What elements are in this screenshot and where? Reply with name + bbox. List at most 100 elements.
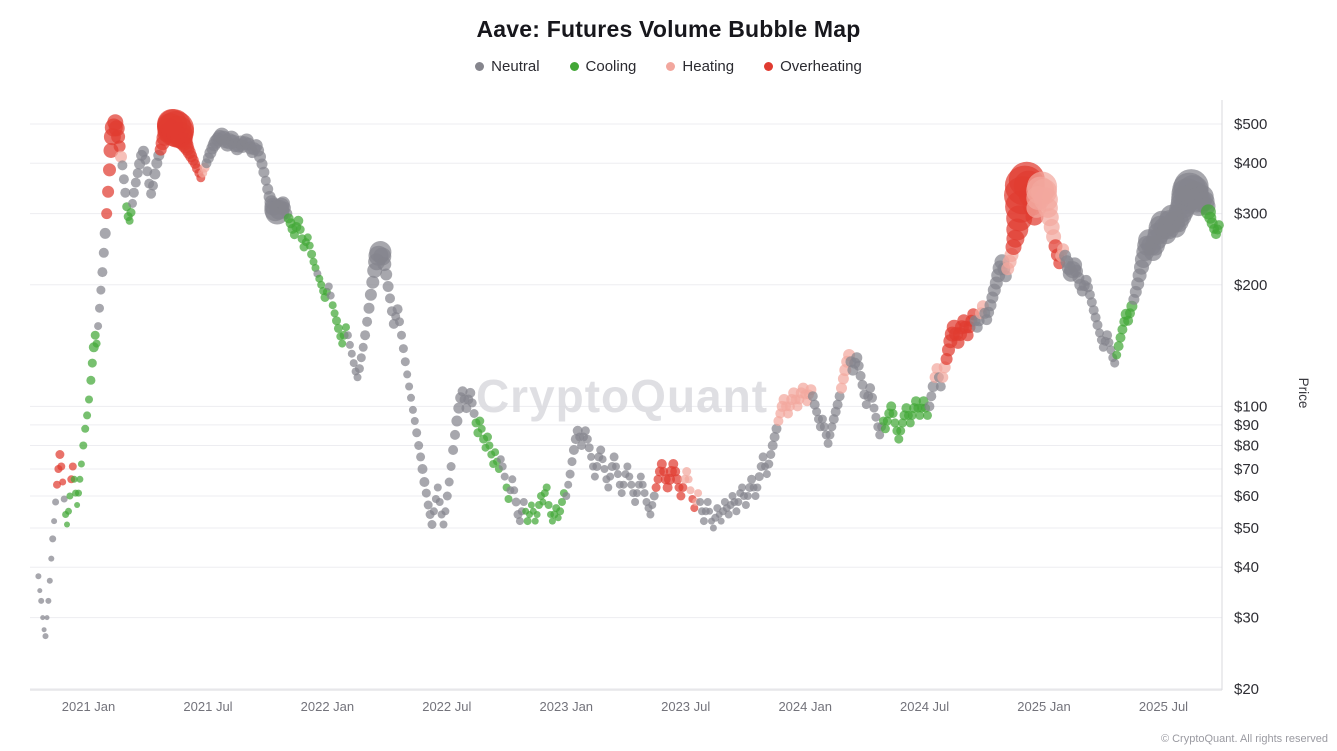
- bubble[interactable]: [662, 482, 673, 493]
- bubble[interactable]: [504, 495, 513, 503]
- bubble[interactable]: [515, 517, 524, 526]
- bubble[interactable]: [360, 330, 371, 341]
- bubble[interactable]: [617, 489, 626, 498]
- bubble[interactable]: [613, 470, 622, 479]
- bubble[interactable]: [343, 331, 352, 340]
- bubble[interactable]: [52, 498, 60, 506]
- bubble[interactable]: [819, 422, 829, 432]
- bubble[interactable]: [338, 339, 347, 348]
- bubble[interactable]: [140, 154, 151, 165]
- bubble[interactable]: [42, 633, 49, 640]
- bubble[interactable]: [55, 450, 65, 459]
- bubble[interactable]: [853, 360, 864, 371]
- bubble[interactable]: [1090, 312, 1101, 323]
- bubble[interactable]: [659, 467, 669, 476]
- bubble[interactable]: [871, 412, 881, 422]
- bubble[interactable]: [75, 489, 82, 497]
- bubble[interactable]: [823, 438, 833, 448]
- bubble[interactable]: [771, 423, 782, 434]
- bubble[interactable]: [686, 486, 695, 495]
- bubble[interactable]: [392, 304, 403, 315]
- bubble[interactable]: [469, 409, 479, 418]
- bubble[interactable]: [865, 383, 876, 394]
- bubble[interactable]: [328, 301, 337, 310]
- bubble[interactable]: [293, 215, 304, 226]
- bubble[interactable]: [324, 282, 333, 291]
- bubble[interactable]: [836, 382, 847, 394]
- bubble[interactable]: [890, 418, 900, 428]
- bubble[interactable]: [86, 375, 96, 385]
- bubble[interactable]: [527, 501, 535, 509]
- bubble[interactable]: [1112, 350, 1122, 360]
- bubble[interactable]: [747, 474, 757, 484]
- bubble[interactable]: [138, 145, 149, 157]
- bubble[interactable]: [834, 391, 845, 402]
- bubble[interactable]: [556, 507, 565, 516]
- bubble[interactable]: [703, 498, 712, 506]
- bubble[interactable]: [65, 507, 72, 515]
- bubble[interactable]: [260, 175, 271, 186]
- bubble[interactable]: [421, 488, 431, 498]
- bubble[interactable]: [562, 492, 571, 500]
- bubble[interactable]: [120, 187, 131, 198]
- bubble[interactable]: [882, 416, 892, 426]
- bubble[interactable]: [59, 478, 67, 486]
- bubble[interactable]: [113, 140, 126, 153]
- bubble[interactable]: [609, 452, 619, 462]
- bubble[interactable]: [612, 462, 620, 471]
- bubble[interactable]: [48, 555, 55, 562]
- bubble[interactable]: [590, 472, 599, 481]
- bubble[interactable]: [638, 480, 647, 489]
- bubble[interactable]: [604, 483, 613, 492]
- bubble[interactable]: [385, 293, 395, 304]
- bubble[interactable]: [128, 198, 137, 208]
- bubble[interactable]: [130, 177, 141, 188]
- bubble[interactable]: [126, 208, 136, 217]
- bubble[interactable]: [98, 247, 109, 258]
- bubble[interactable]: [405, 382, 414, 391]
- bubble[interactable]: [894, 434, 904, 444]
- bubble[interactable]: [636, 472, 645, 481]
- bubble[interactable]: [905, 418, 915, 428]
- bubble[interactable]: [97, 267, 108, 278]
- bubble[interactable]: [423, 500, 433, 510]
- bubble[interactable]: [631, 498, 640, 506]
- bubble[interactable]: [564, 480, 573, 489]
- bubble[interactable]: [764, 459, 774, 469]
- bubble[interactable]: [41, 627, 47, 633]
- bubble[interactable]: [118, 174, 129, 185]
- bubble[interactable]: [694, 489, 703, 498]
- bubble[interactable]: [886, 401, 897, 412]
- bubble[interactable]: [349, 359, 358, 368]
- bubble[interactable]: [508, 475, 517, 484]
- bubble[interactable]: [289, 230, 299, 240]
- bubble[interactable]: [117, 160, 128, 171]
- bubble[interactable]: [743, 492, 752, 500]
- bubble[interactable]: [519, 498, 528, 506]
- bubble[interactable]: [888, 409, 898, 418]
- bubble[interactable]: [342, 323, 350, 332]
- bubble[interactable]: [1102, 330, 1113, 341]
- bubble[interactable]: [354, 364, 364, 374]
- bubble[interactable]: [732, 507, 741, 516]
- bubble[interactable]: [832, 399, 843, 410]
- bubble[interactable]: [880, 424, 890, 434]
- bubble[interactable]: [87, 358, 97, 368]
- bubble[interactable]: [477, 424, 486, 433]
- bubble[interactable]: [812, 407, 822, 417]
- bubble[interactable]: [103, 163, 116, 177]
- bubble[interactable]: [95, 303, 104, 313]
- bubble[interactable]: [256, 158, 268, 170]
- bubble[interactable]: [1095, 328, 1104, 338]
- bubble[interactable]: [758, 452, 768, 462]
- bubble[interactable]: [416, 452, 426, 462]
- bubble[interactable]: [398, 344, 408, 354]
- bubble[interactable]: [738, 483, 747, 492]
- bubble[interactable]: [767, 440, 778, 451]
- bubble[interactable]: [1086, 297, 1097, 308]
- bubble[interactable]: [855, 370, 866, 381]
- bubble[interactable]: [600, 465, 609, 473]
- bubble[interactable]: [475, 416, 485, 426]
- bubble[interactable]: [453, 402, 465, 414]
- bubble[interactable]: [1117, 324, 1128, 335]
